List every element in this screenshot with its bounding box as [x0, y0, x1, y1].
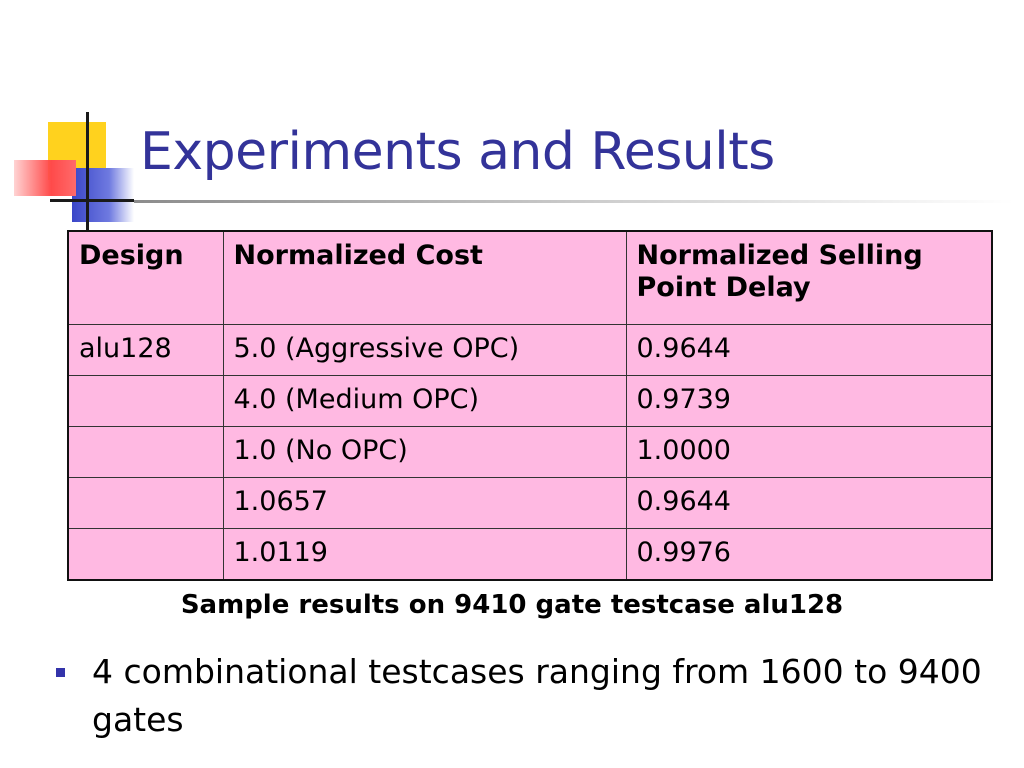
square-bullet-icon [56, 668, 65, 677]
cell-design: alu128 [67, 324, 224, 376]
logo-blue-square [72, 168, 134, 222]
cell-design [67, 477, 224, 529]
table-header-row: Design Normalized Cost Normalized Sellin… [67, 230, 993, 325]
logo-horizontal-line [50, 199, 134, 202]
header-normalized-cost: Normalized Cost [222, 230, 627, 325]
bullet-text: 4 combinational testcases ranging from 1… [92, 652, 982, 739]
table-row: 4.0 (Medium OPC) 0.9739 [67, 375, 993, 427]
logo-red-bar [14, 160, 76, 196]
cell-cost: 1.0 (No OPC) [222, 426, 627, 478]
cell-delay: 0.9644 [625, 324, 993, 376]
table-row: alu128 5.0 (Aggressive OPC) 0.9644 [67, 324, 993, 376]
cell-delay: 0.9644 [625, 477, 993, 529]
slide-logo [0, 0, 160, 240]
logo-vertical-line [86, 112, 89, 230]
cell-cost: 1.0657 [222, 477, 627, 529]
table-row: 1.0 (No OPC) 1.0000 [67, 426, 993, 478]
results-table: Design Normalized Cost Normalized Sellin… [67, 230, 993, 581]
header-design: Design [67, 230, 224, 325]
table-row: 1.0657 0.9644 [67, 477, 993, 529]
bullet-list: 4 combinational testcases ranging from 1… [54, 648, 984, 744]
header-selling-point-delay: Normalized Selling Point Delay [625, 230, 993, 325]
title-underline [134, 200, 1014, 203]
slide-title: Experiments and Results [140, 122, 775, 182]
cell-cost: 4.0 (Medium OPC) [222, 375, 627, 427]
bullet-item: 4 combinational testcases ranging from 1… [54, 648, 984, 744]
table-caption: Sample results on 9410 gate testcase alu… [180, 590, 844, 620]
cell-cost: 5.0 (Aggressive OPC) [222, 324, 627, 376]
cell-cost: 1.0119 [222, 528, 627, 581]
cell-delay: 0.9739 [625, 375, 993, 427]
cell-design [67, 528, 224, 581]
cell-delay: 1.0000 [625, 426, 993, 478]
cell-design [67, 426, 224, 478]
cell-delay: 0.9976 [625, 528, 993, 581]
cell-design [67, 375, 224, 427]
table-row: 1.0119 0.9976 [67, 528, 993, 581]
